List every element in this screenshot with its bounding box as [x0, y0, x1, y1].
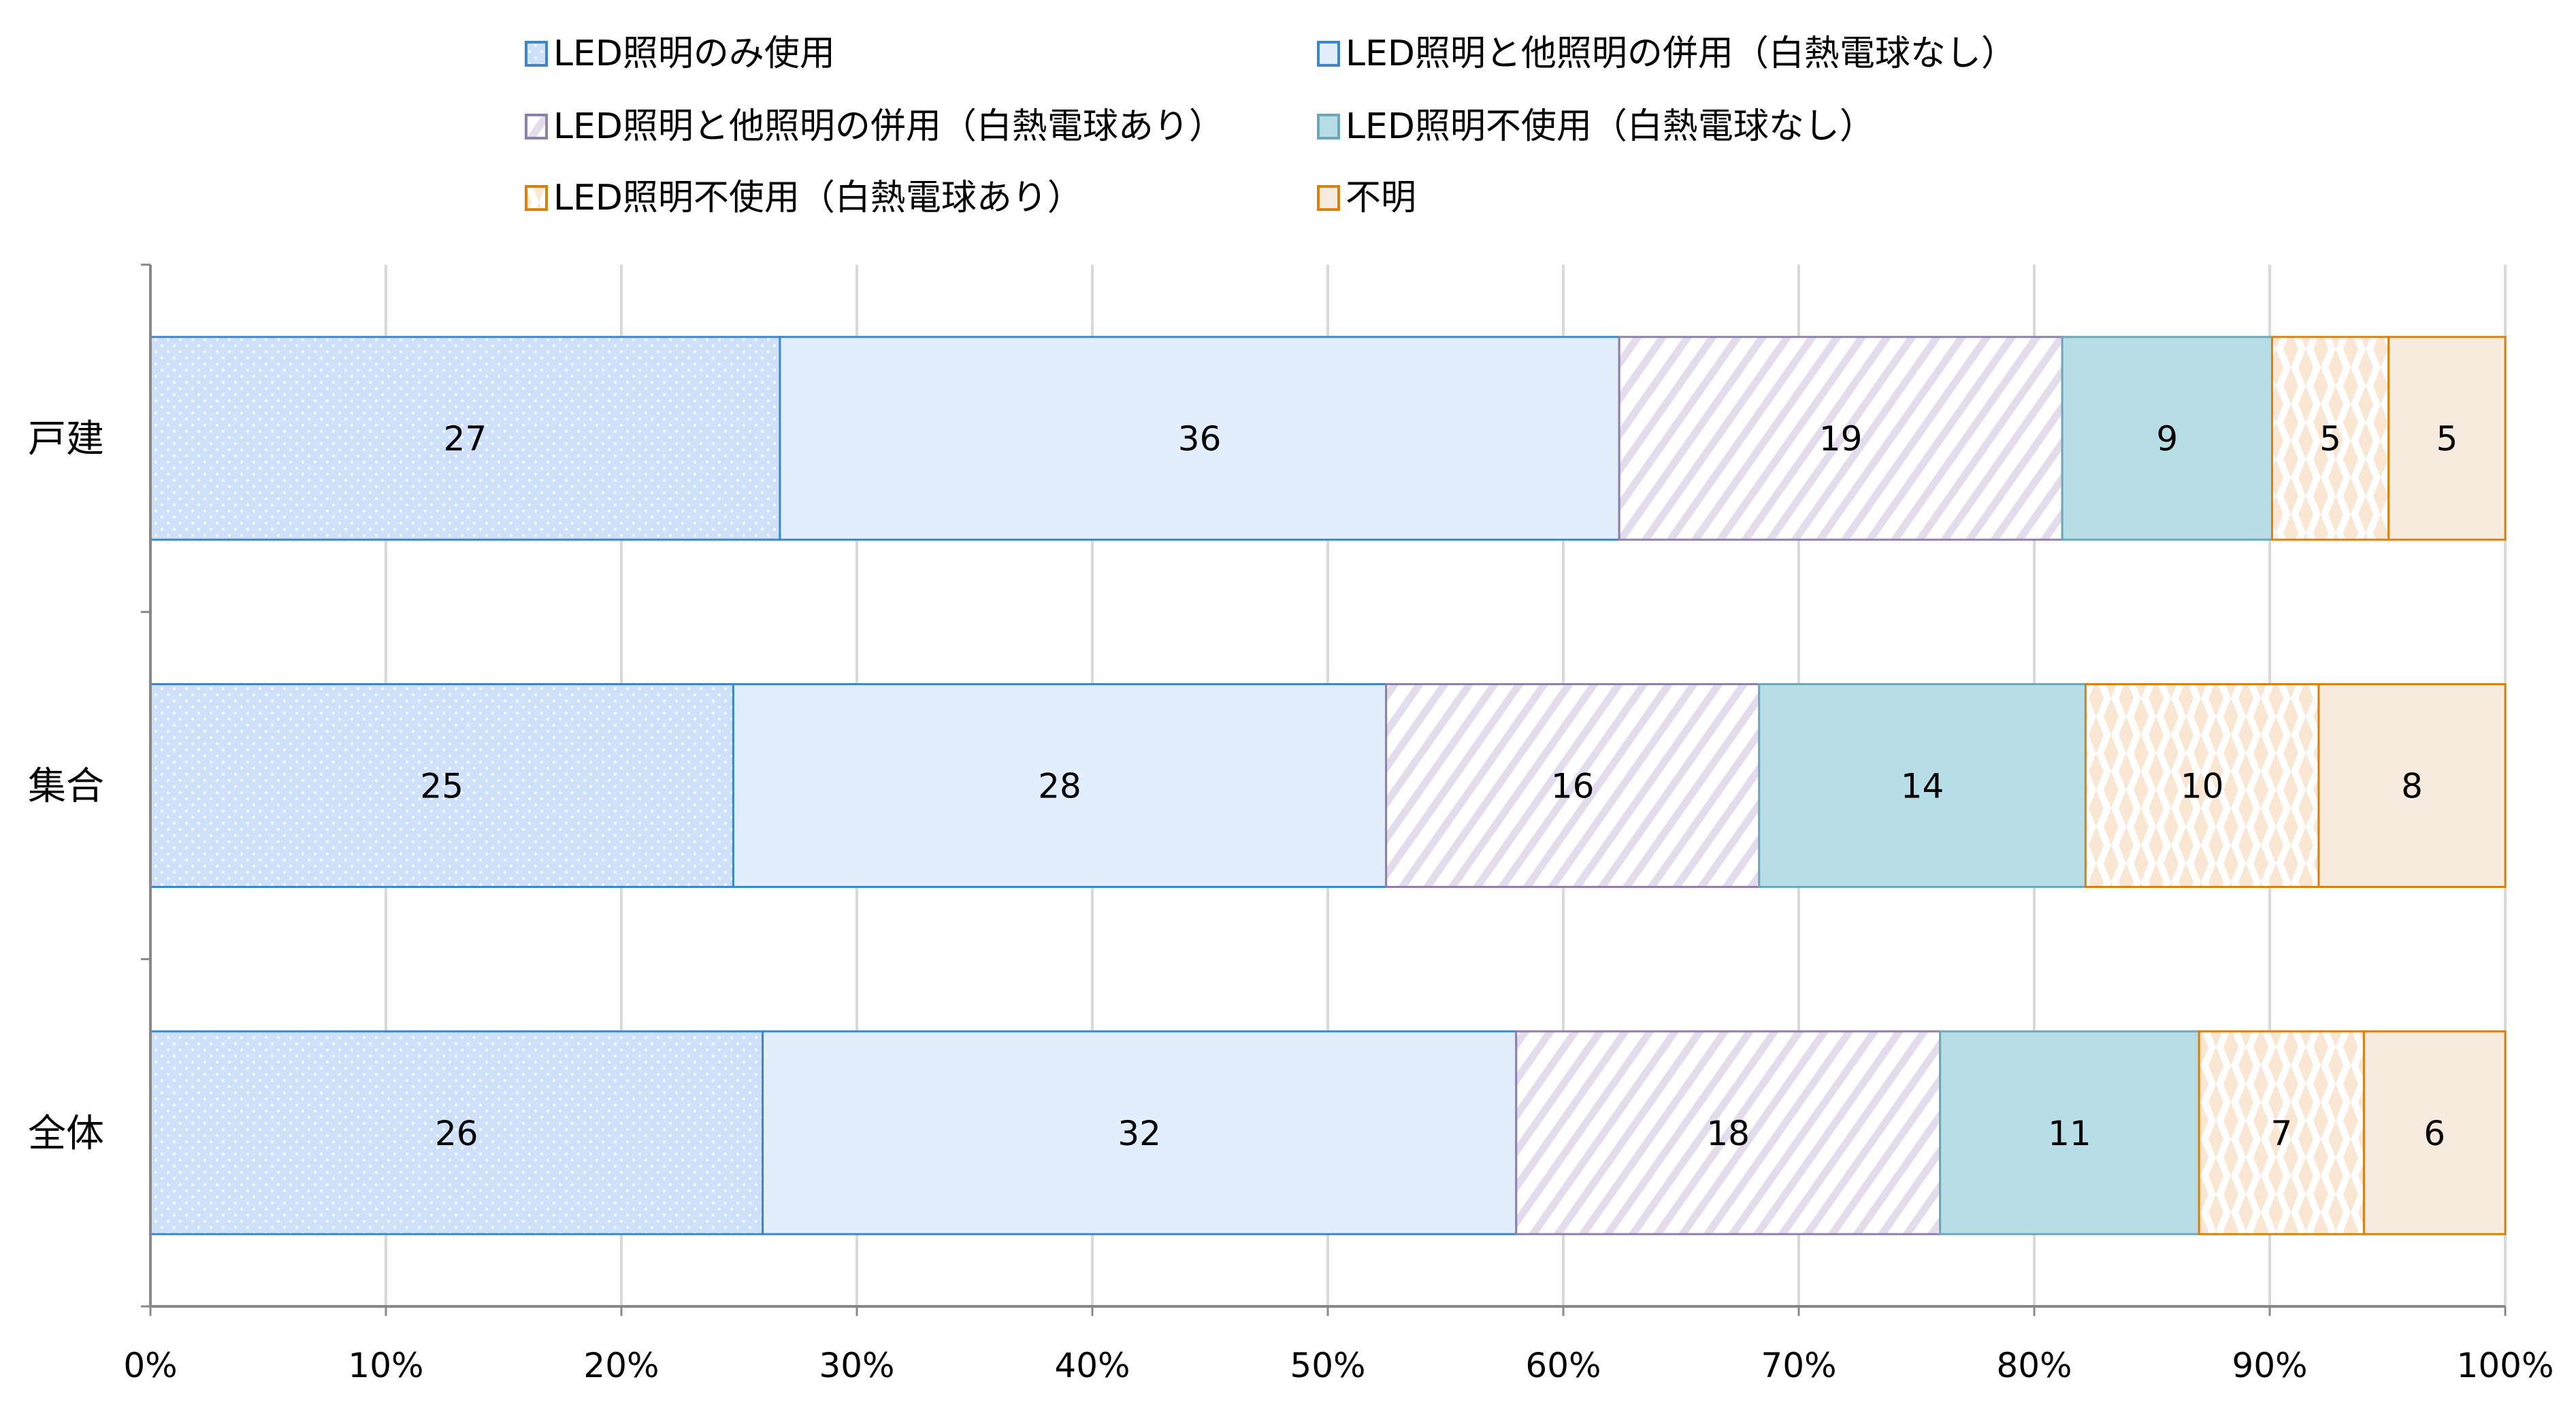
- bar-segment: [2061, 335, 2273, 541]
- x-tick-label: 20%: [583, 1346, 659, 1385]
- legend-swatch: [525, 41, 548, 67]
- bar-segment: [2317, 683, 2507, 888]
- data-label: 5: [2436, 419, 2458, 459]
- legend-label: LED照明と他照明の併用（白熱電球なし）: [1346, 33, 2017, 74]
- legend-item: LED照明不使用（白熱電球なし）: [1317, 106, 1875, 147]
- bar-segment: [149, 683, 734, 888]
- x-tick-label: 70%: [1761, 1346, 1836, 1385]
- category-label: 集合: [28, 765, 104, 809]
- legend-swatch: [1317, 114, 1340, 139]
- bar-segment: [2362, 1030, 2507, 1236]
- legend-label: 不明: [1346, 178, 1416, 218]
- data-label: 19: [1819, 419, 1863, 459]
- legend-item: LED照明と他照明の併用（白熱電球なし）: [1317, 33, 2017, 74]
- data-label: 5: [2319, 419, 2341, 459]
- legend-swatch: [1317, 41, 1340, 67]
- legend-label: LED照明と他照明の併用（白熱電球あり）: [553, 106, 1224, 147]
- x-tick-label: 50%: [1290, 1346, 1365, 1385]
- data-label: 28: [1038, 767, 1081, 806]
- data-label: 6: [2424, 1114, 2445, 1153]
- bar-segment: [779, 335, 1620, 541]
- data-label: 27: [444, 419, 487, 459]
- data-label: 36: [1178, 419, 1222, 459]
- legend-item: LED照明不使用（白熱電球あり）: [525, 178, 1083, 218]
- legend-swatch: [525, 185, 548, 211]
- x-tick-label: 30%: [819, 1346, 894, 1385]
- legend-item: LED照明と他照明の併用（白熱電球あり）: [525, 106, 1224, 147]
- data-label: 10: [2181, 767, 2224, 806]
- data-label: 32: [1118, 1114, 1161, 1153]
- data-label: 14: [1901, 767, 1944, 806]
- bar-segment: [1758, 683, 2087, 888]
- bar-segment: [149, 335, 781, 541]
- bar-segment: [2270, 335, 2390, 541]
- bar-segment: [149, 1030, 764, 1236]
- bar-segment: [1939, 1030, 2200, 1236]
- x-tick-label: 100%: [2457, 1346, 2554, 1385]
- bar-segment: [732, 683, 1388, 888]
- data-label: 18: [1706, 1114, 1750, 1153]
- x-tick-label: 60%: [1525, 1346, 1601, 1385]
- bar-segment: [1515, 1030, 1942, 1236]
- data-label: 8: [2401, 767, 2423, 806]
- bar-segment: [1618, 335, 2064, 541]
- data-label: 26: [435, 1114, 478, 1153]
- x-tick-label: 80%: [1996, 1346, 2072, 1385]
- legend-label: LED照明不使用（白熱電球あり）: [553, 178, 1083, 218]
- bar-segment: [762, 1030, 1518, 1236]
- x-tick-label: 90%: [2232, 1346, 2307, 1385]
- bar-segment: [1385, 683, 1761, 888]
- legend-item: 不明: [1317, 178, 1416, 218]
- data-label: 7: [2270, 1114, 2292, 1153]
- data-label: 11: [2048, 1114, 2091, 1153]
- data-label: 16: [1551, 767, 1595, 806]
- data-label: 9: [2156, 419, 2178, 459]
- x-tick-label: 10%: [348, 1346, 423, 1385]
- bar-segment: [2084, 683, 2320, 888]
- bar-segment: [2387, 335, 2507, 541]
- legend-item: LED照明のみ使用: [525, 33, 835, 74]
- x-tick-label: 0%: [123, 1346, 177, 1385]
- legend-label: LED照明のみ使用: [553, 33, 835, 74]
- category-label: 戸建: [28, 417, 104, 461]
- category-label: 全体: [28, 1112, 104, 1156]
- data-label: 25: [420, 767, 463, 806]
- bar-segment: [2198, 1030, 2365, 1236]
- legend: LED照明のみ使用 LED照明と他照明の併用（白熱電球なし） LED照明と他照明の併…: [525, 33, 2017, 218]
- x-tick-label: 40%: [1054, 1346, 1130, 1385]
- legend-swatch: [525, 114, 548, 139]
- legend-label: LED照明不使用（白熱電球なし）: [1346, 106, 1875, 147]
- legend-swatch: [1317, 185, 1340, 211]
- bars: 27 36 19 9 5 5 25 28 16 14 10 8 26 32 18 11 7 6: [149, 335, 2507, 1236]
